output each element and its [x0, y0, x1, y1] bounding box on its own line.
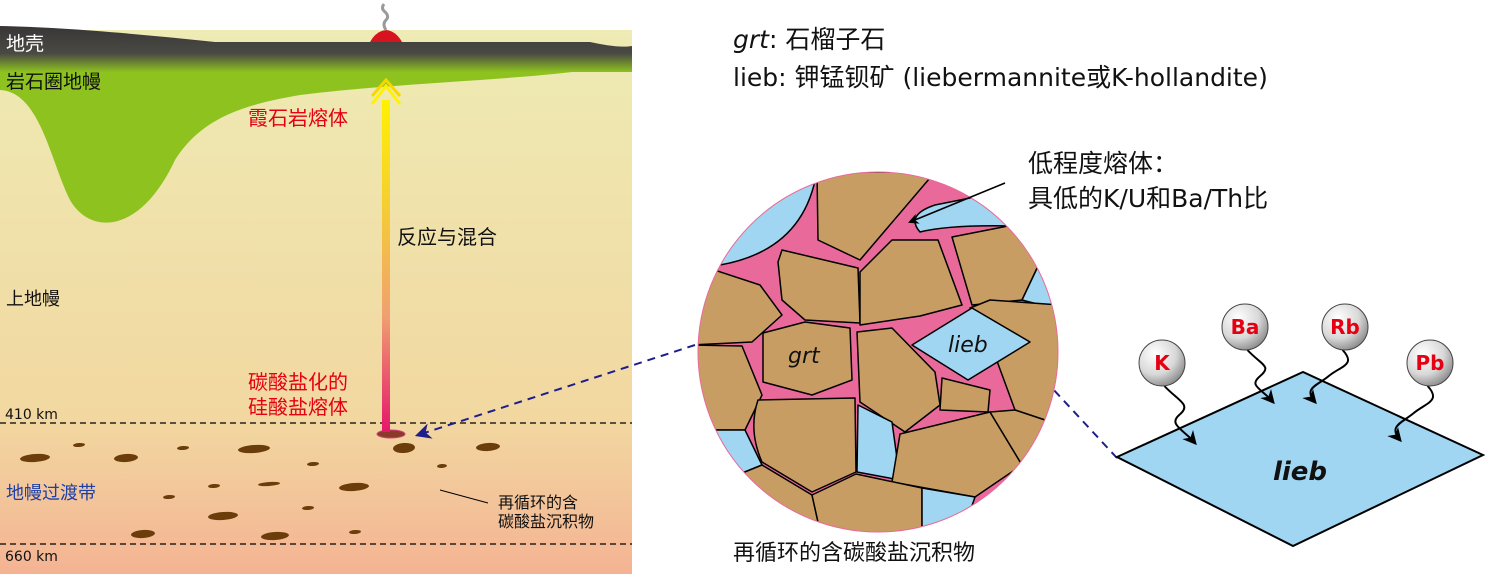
- sediment-blob: [307, 461, 319, 467]
- element-ball-k: [1138, 339, 1186, 387]
- sediment-blob: [114, 453, 138, 463]
- microstructure-circle: grt lieb: [697, 171, 1059, 533]
- volcano-icon: [370, 30, 402, 42]
- element-label: Ba: [1231, 315, 1260, 339]
- garnet-grain: [698, 261, 783, 346]
- sediment-blob: [177, 445, 189, 451]
- sediment-blob: [393, 442, 415, 454]
- magma-source-pool: [376, 429, 406, 439]
- element-label: Rb: [1330, 315, 1360, 339]
- sediment-blob: [476, 442, 500, 452]
- element-label: Pb: [1416, 351, 1445, 375]
- crust-label: 地壳: [6, 33, 44, 55]
- transition-zone-label: 地幔过渡带: [6, 483, 96, 504]
- legend-grt: grt: 石榴子石: [733, 25, 885, 54]
- sediment-blob: [261, 531, 289, 541]
- garnet-grain: [777, 249, 861, 324]
- sediment-blob: [73, 442, 85, 448]
- sediment-blob: [163, 494, 175, 500]
- melt-rise-arrow: [382, 100, 390, 432]
- sediment-blob: [208, 511, 238, 521]
- arrowhead-chevron-icon: [370, 83, 402, 105]
- sediment-leader-line: [439, 489, 489, 504]
- melt-ratio-label: 具低的K/U和Ba/Th比: [1028, 184, 1268, 213]
- depth-660-label: 660 km: [5, 549, 58, 565]
- sediment-blob: [349, 529, 361, 535]
- element-ball-rb: [1321, 303, 1369, 351]
- incorporation-arrow: [1163, 385, 1197, 446]
- sediment-blob: [258, 481, 280, 487]
- low-degree-melt-label: 低程度熔体：: [1028, 149, 1178, 178]
- garnet-grain: [753, 397, 857, 493]
- element-ball-pb: [1406, 339, 1454, 387]
- garnet-grain: [698, 344, 763, 431]
- sediment-blob: [20, 453, 50, 463]
- element-label: K: [1154, 351, 1171, 375]
- circle-caption: 再循环的含碳酸盐沉积物: [733, 541, 975, 566]
- lieb-crystal-site: lieb K Ba Rb Pb: [1114, 303, 1486, 548]
- incorporation-arrow: [1387, 385, 1435, 443]
- sediment-blob: [238, 444, 270, 454]
- lieb-label: lieb: [948, 333, 988, 358]
- lithospheric-mantle-region: [0, 62, 632, 223]
- lieb-site-label: lieb: [1273, 457, 1327, 487]
- incorporation-arrow: [1246, 349, 1275, 405]
- grt-label: grt: [788, 344, 821, 369]
- smoke-icon: [381, 3, 390, 31]
- garnet-grain: [762, 321, 853, 396]
- reaction-mixing-label: 反应与混合: [397, 225, 497, 249]
- earth-cross-section: 地壳 岩石圈地幔 霞石岩熔体 反应与混合 上地幔 碳酸盐化的 硅酸盐熔体 410…: [0, 3, 632, 574]
- carbonated-melt-label-1: 碳酸盐化的: [248, 370, 348, 394]
- upper-mantle-label: 上地幔: [6, 289, 60, 310]
- crust-region: [0, 26, 632, 72]
- sediment-blob: [437, 463, 447, 469]
- sediment-label-1: 再循环的含: [498, 493, 578, 512]
- sediment-label-2: 碳酸盐沉积物: [498, 512, 594, 531]
- incorporation-arrow: [1302, 349, 1350, 405]
- element-ball-ba: [1221, 303, 1269, 351]
- sediment-blob: [208, 483, 220, 489]
- zoom-connector-arrow: [414, 344, 696, 439]
- sediment-blob: [302, 505, 314, 511]
- lieb-grain: [921, 487, 976, 532]
- garnet-grain: [816, 172, 936, 261]
- sediment-blobs: [20, 442, 500, 541]
- depth-410-label: 410 km: [5, 407, 58, 423]
- legend-lieb: lieb: 钾锰钡矿 (liebermannite或K-hollandite): [733, 63, 1268, 92]
- sediment-blob: [339, 482, 369, 492]
- lithospheric-mantle-label: 岩石圈地幔: [6, 71, 101, 93]
- carbonated-melt-label-2: 硅酸盐熔体: [248, 395, 348, 419]
- sediment-blob: [131, 529, 155, 539]
- melt-pointer-arrow: [908, 182, 1006, 224]
- lieb-grain-highlighted: [911, 307, 1031, 381]
- arrowhead-chevron-icon: [370, 77, 402, 97]
- garnet-grain: [859, 239, 963, 326]
- nephelinite-melt-label: 霞石岩熔体: [248, 106, 348, 130]
- garnet-grain: [891, 411, 1023, 498]
